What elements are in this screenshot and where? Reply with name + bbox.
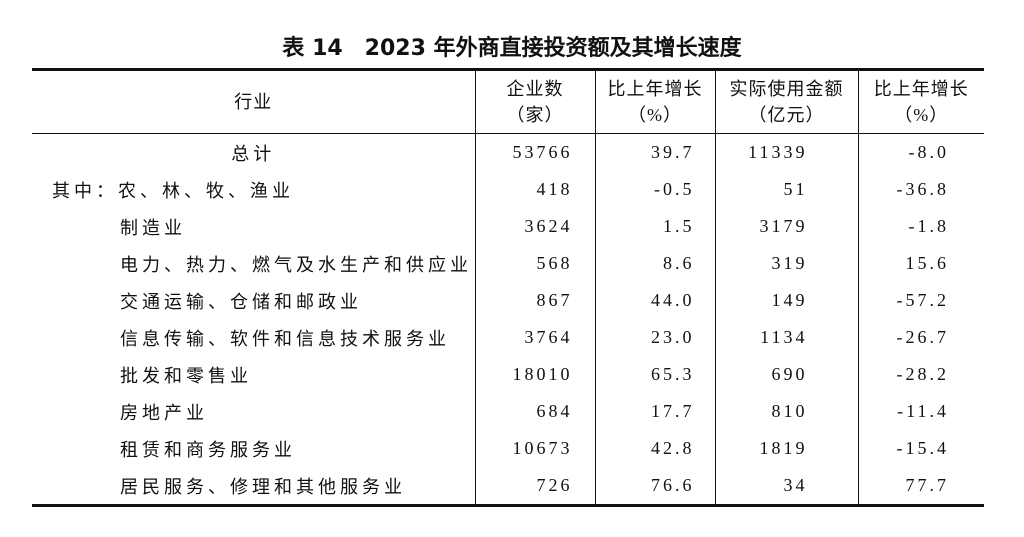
header-text: 比上年增长 xyxy=(873,79,969,99)
table-body: 总计 53766 39.7 11339 -8.0 其中：农、林、牧、渔业 418 -0.5 51… xyxy=(32,133,984,506)
table-title: 表 14 2023 年外商直接投资额及其增长速度 xyxy=(282,36,742,61)
table-row: 居民服务、修理和其他服务业 726 76.6 34 77.7 xyxy=(32,467,984,506)
industry-cell: 电力、热力、燃气及水生产和供应业 xyxy=(120,254,472,275)
value-cell: 1.5 xyxy=(594,208,715,245)
value-cell: 51 xyxy=(714,171,858,208)
value-cell: 18010 xyxy=(474,356,595,393)
header-text: 比上年增长 xyxy=(607,79,703,99)
industry-cell: 总计 xyxy=(231,143,276,164)
value-cell: 1819 xyxy=(714,430,858,467)
table-row: 其中：农、林、牧、渔业 418 -0.5 51 -36.8 xyxy=(32,171,984,208)
value-cell: 17.7 xyxy=(594,393,715,430)
value-cell: 726 xyxy=(474,467,595,506)
value-cell: 53766 xyxy=(474,133,595,171)
value-cell: -11.4 xyxy=(857,393,984,430)
value-cell: 149 xyxy=(714,282,858,319)
value-cell: 418 xyxy=(474,171,595,208)
value-cell: -36.8 xyxy=(857,171,984,208)
table-row: 租赁和商务服务业 10673 42.8 1819 -15.4 xyxy=(32,430,984,467)
value-cell: 34 xyxy=(714,467,858,506)
value-cell: -15.4 xyxy=(857,430,984,467)
value-cell: 77.7 xyxy=(857,467,984,506)
value-cell: 568 xyxy=(474,245,595,282)
value-cell: 3764 xyxy=(474,319,595,356)
table-row: 房地产业 684 17.7 810 -11.4 xyxy=(32,393,984,430)
value-cell: 42.8 xyxy=(594,430,715,467)
value-cell: 11339 xyxy=(714,133,858,171)
header-cell: 行业 xyxy=(32,69,475,134)
value-cell: 23.0 xyxy=(594,319,715,356)
value-cell: -28.2 xyxy=(857,356,984,393)
header-cell: 比上年增长 （%） xyxy=(594,69,715,134)
value-cell: -26.7 xyxy=(857,319,984,356)
header-text: 企业数 xyxy=(506,79,564,99)
industry-cell: 批发和零售业 xyxy=(120,365,252,386)
table-row: 交通运输、仓储和邮政业 867 44.0 149 -57.2 xyxy=(32,282,984,319)
industry-cell: 制造业 xyxy=(120,217,186,238)
header-cell: 比上年增长 （%） xyxy=(857,69,984,134)
table-row: 制造业 3624 1.5 3179 -1.8 xyxy=(32,208,984,245)
value-cell: 3179 xyxy=(714,208,858,245)
value-cell: 10673 xyxy=(474,430,595,467)
value-cell: 319 xyxy=(714,245,858,282)
value-cell: -1.8 xyxy=(857,208,984,245)
value-cell: 65.3 xyxy=(594,356,715,393)
industry-cell: 交通运输、仓储和邮政业 xyxy=(120,291,362,312)
table-row: 电力、热力、燃气及水生产和供应业 568 8.6 319 15.6 xyxy=(32,245,984,282)
table-row: 信息传输、软件和信息技术服务业 3764 23.0 1134 -26.7 xyxy=(32,319,984,356)
header-row: 行业 企业数 （家） 比上年增长 （%） 实际使用金额 （亿元） 比上年增长 （%） xyxy=(32,69,984,134)
data-table: 行业 企业数 （家） 比上年增长 （%） 实际使用金额 （亿元） 比上年增长 （%） 总计 537… xyxy=(32,68,984,507)
header-cell: 企业数 （家） xyxy=(474,69,595,134)
header-text: 行业 xyxy=(234,92,273,112)
header-text: （家） xyxy=(506,105,564,125)
header-text: 实际使用金额 xyxy=(729,79,844,99)
header-text: （%） xyxy=(894,105,949,125)
industry-cell: 租赁和商务服务业 xyxy=(120,439,296,460)
header-cell: 实际使用金额 （亿元） xyxy=(714,69,858,134)
industry-cell: 信息传输、软件和信息技术服务业 xyxy=(120,328,450,349)
industry-cell: 其中：农、林、牧、渔业 xyxy=(52,180,294,201)
value-cell: 690 xyxy=(714,356,858,393)
value-cell: 8.6 xyxy=(594,245,715,282)
table-row: 总计 53766 39.7 11339 -8.0 xyxy=(32,133,984,171)
header-text: （亿元） xyxy=(748,105,825,125)
table-row: 批发和零售业 18010 65.3 690 -28.2 xyxy=(32,356,984,393)
industry-cell: 居民服务、修理和其他服务业 xyxy=(120,476,406,497)
value-cell: -57.2 xyxy=(857,282,984,319)
industry-cell: 房地产业 xyxy=(120,402,208,423)
value-cell: -8.0 xyxy=(857,133,984,171)
value-cell: 684 xyxy=(474,393,595,430)
header-text: （%） xyxy=(628,105,682,125)
value-cell: 44.0 xyxy=(594,282,715,319)
value-cell: 3624 xyxy=(474,208,595,245)
value-cell: -0.5 xyxy=(594,171,715,208)
value-cell: 810 xyxy=(714,393,858,430)
value-cell: 15.6 xyxy=(857,245,984,282)
value-cell: 1134 xyxy=(714,319,858,356)
value-cell: 76.6 xyxy=(594,467,715,506)
value-cell: 39.7 xyxy=(594,133,715,171)
value-cell: 867 xyxy=(474,282,595,319)
